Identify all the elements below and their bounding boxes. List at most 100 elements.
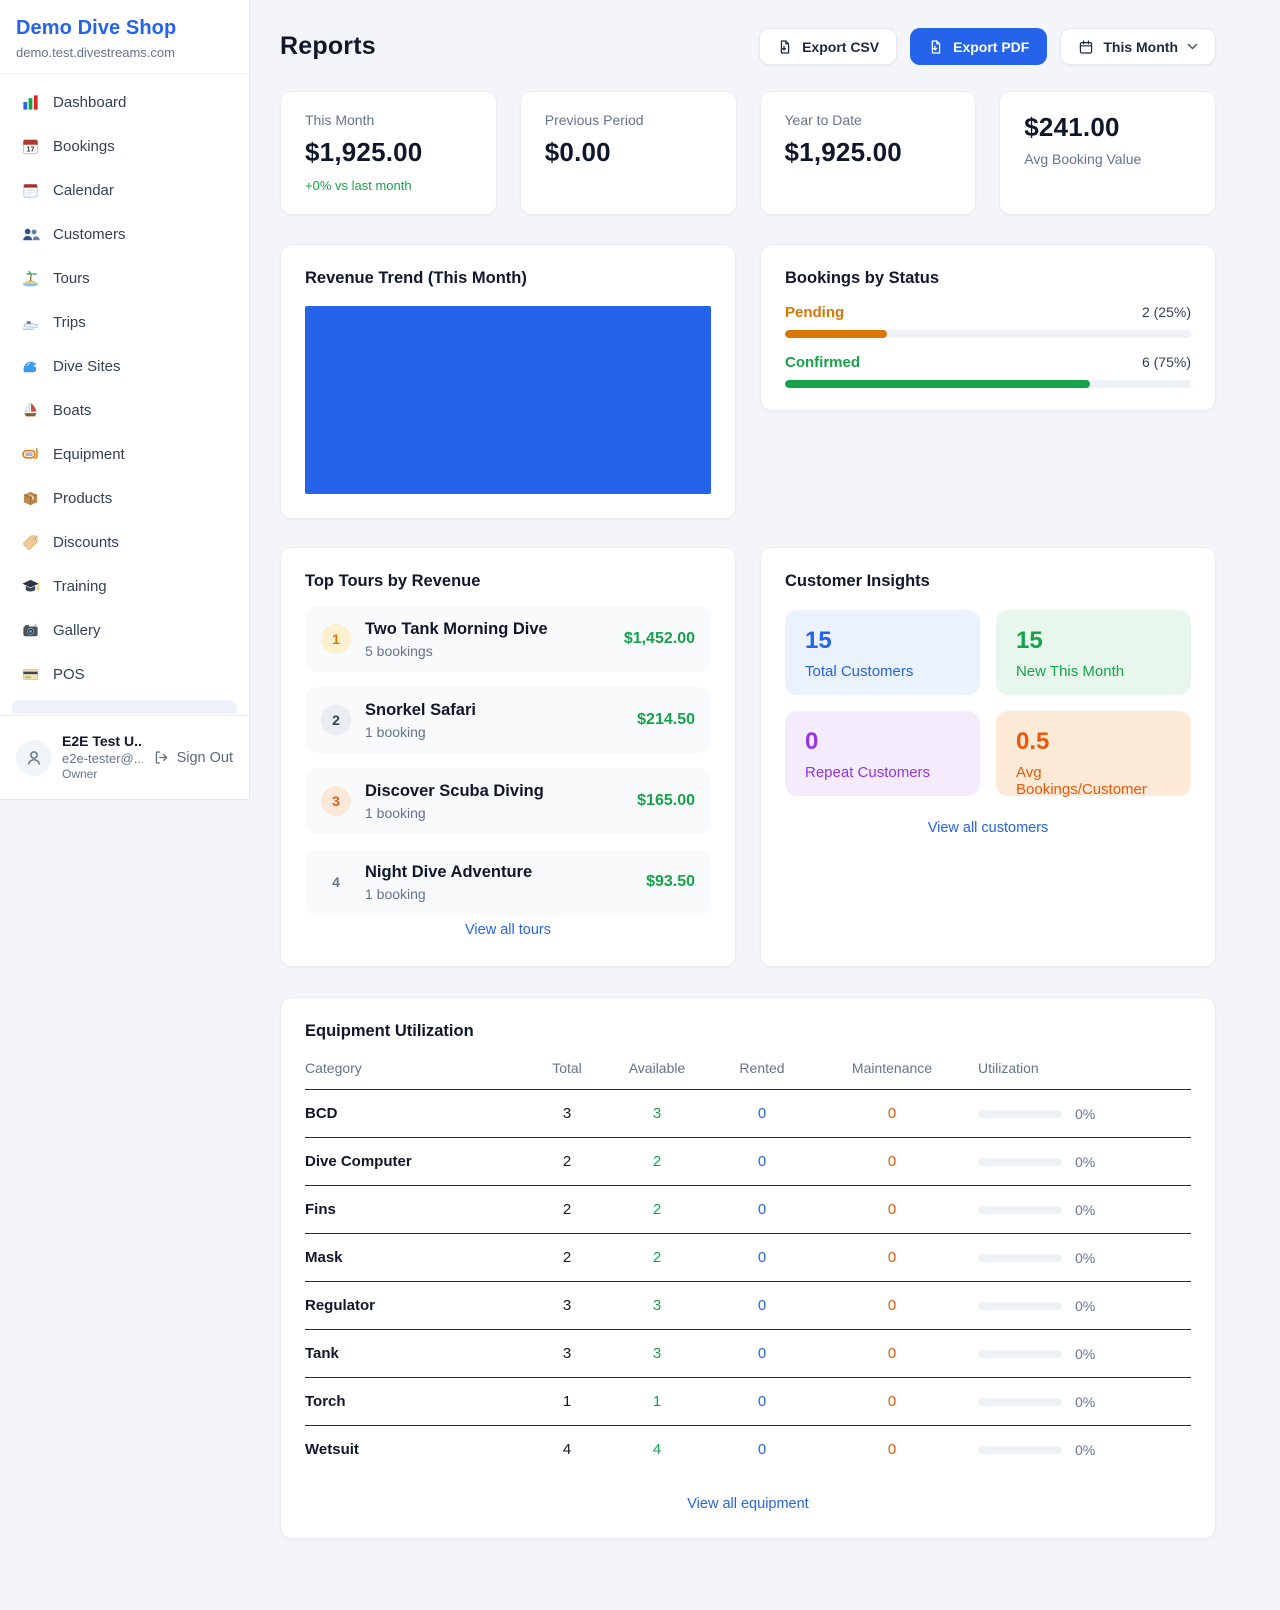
utilization-bar <box>978 1301 1062 1310</box>
table-row: Tank 3 3 0 0 0% <box>305 1329 1191 1378</box>
utilization-pct: 0% <box>1075 1297 1096 1314</box>
period-dropdown[interactable]: This Month <box>1060 28 1216 65</box>
insight-label: Total Customers <box>805 663 914 680</box>
equipment-category: Tank <box>305 1329 515 1378</box>
view-all-equipment-link[interactable]: View all equipment <box>687 1496 809 1512</box>
utilization-pct: 0% <box>1075 1249 1096 1266</box>
customer-insights-card: Customer Insights 15 Total Customers 15 … <box>760 547 1216 967</box>
equipment-rented: 0 <box>695 1329 829 1378</box>
utilization-pct: 0% <box>1075 1441 1096 1458</box>
stat-card-avg-booking-value: $241.00 Avg Booking Value <box>999 91 1216 215</box>
stat-card-this-month: This Month $1,925.00 +0% vs last month <box>280 91 497 215</box>
stat-value: $241.00 <box>1024 112 1120 142</box>
equipment-category: Wetsuit <box>305 1441 359 1458</box>
export-csv-button[interactable]: Export CSV <box>759 28 898 65</box>
svg-text:17: 17 <box>26 145 34 153</box>
sidebar-item-pos[interactable]: POS <box>12 656 237 692</box>
insight-label: New This Month <box>1016 663 1125 680</box>
stat-card-year-to-date: Year to Date $1,925.00 <box>759 91 977 215</box>
revenue-trend-chart <box>305 306 711 494</box>
equipment-total: 2 <box>515 1137 619 1186</box>
col-category: Category <box>305 1060 515 1090</box>
sidebar-item-gallery[interactable]: Gallery <box>12 612 237 648</box>
utilization-bar <box>978 1157 1062 1166</box>
insight-tile-new-this-month: 15 New This Month <box>996 610 1191 695</box>
view-all-tours-link[interactable]: View all tours <box>465 922 551 938</box>
tour-name: Two Tank Morning Dive <box>365 620 548 638</box>
user-name: E2E Test U... <box>62 733 143 749</box>
tour-amount: $214.50 <box>637 711 695 728</box>
stat-card-previous-period: Previous Period $0.00 <box>519 91 737 215</box>
equipment-rented: 0 <box>757 1441 767 1458</box>
sidebar-item-calendar[interactable]: Calendar <box>12 172 237 208</box>
equipment-rented: 0 <box>695 1137 829 1186</box>
equipment-maintenance: 0 <box>829 1377 955 1426</box>
tour-amount: $165.00 <box>637 792 695 809</box>
stat-value: $0.00 <box>544 137 611 167</box>
insight-label: Avg Bookings/Customer <box>1016 764 1147 798</box>
equipment-maintenance: 0 <box>887 1441 897 1458</box>
file-download-icon <box>928 39 944 55</box>
equipment-category: Dive Computer <box>305 1137 515 1186</box>
equipment-rented: 0 <box>695 1089 829 1138</box>
col-utilization: Utilization <box>955 1060 1191 1090</box>
equipment-available: 2 <box>619 1185 695 1234</box>
utilization-bar <box>978 1253 1062 1262</box>
tour-name: Discover Scuba Diving <box>365 782 544 800</box>
status-row-pending: Pending 2 (25%) <box>785 304 1191 338</box>
equipment-maintenance: 0 <box>829 1089 955 1138</box>
shop-name: Demo Dive Shop <box>16 17 177 39</box>
calendar-date-icon: 17 <box>20 136 40 156</box>
sidebar-item-dive-sites[interactable]: Dive Sites <box>12 348 237 384</box>
utilization-bar <box>978 1205 1062 1214</box>
col-maintenance: Maintenance <box>829 1060 955 1090</box>
progress-track <box>785 380 1191 388</box>
table-row: Wetsuit 4 4 0 0 0% <box>305 1426 1191 1474</box>
sidebar-item-bookings[interactable]: 17 Bookings <box>12 128 237 164</box>
sidebar-item-discounts[interactable]: Discounts <box>12 524 237 560</box>
people-icon <box>20 224 40 244</box>
col-rented: Rented <box>695 1060 829 1090</box>
utilization-pct: 0% <box>1075 1393 1096 1410</box>
utilization-pct: 0% <box>1075 1105 1096 1122</box>
sign-out-button[interactable]: Sign Out <box>153 749 233 766</box>
equipment-rented: 0 <box>695 1185 829 1234</box>
sidebar-item-tours[interactable]: Tours <box>12 260 237 296</box>
table-row: Fins 2 2 0 0 0% <box>305 1185 1191 1234</box>
sidebar-item-products[interactable]: Products <box>12 480 237 516</box>
tour-row: 4 Night Dive Adventure 1 booking $93.50 <box>305 849 711 915</box>
sidebar-item-equipment[interactable]: Equipment <box>12 436 237 472</box>
stat-label: This Month <box>305 112 375 128</box>
sidebar-item-dashboard[interactable]: Dashboard <box>12 84 237 120</box>
insight-tile-total-customers: 15 Total Customers <box>785 610 980 695</box>
table-row: Torch 1 1 0 0 0% <box>305 1377 1191 1426</box>
sidebar-item-customers[interactable]: Customers <box>12 216 237 252</box>
sidebar-item-partial[interactable] <box>12 700 237 714</box>
rank-badge: 2 <box>321 705 351 735</box>
progress-fill-pending <box>785 330 887 338</box>
tour-bookings: 1 booking <box>365 805 426 821</box>
table-header-row: Category Total Available Rented Maintena… <box>305 1060 1191 1090</box>
sidebar-nav: Dashboard 17 Bookings Calendar Customers… <box>0 74 249 714</box>
equipment-available: 1 <box>619 1377 695 1426</box>
insight-value: 0 <box>805 728 819 755</box>
sidebar-item-trips[interactable]: Trips <box>12 304 237 340</box>
bookings-status-card: Bookings by Status Pending 2 (25%) Confi… <box>760 244 1216 411</box>
camera-icon <box>20 620 40 640</box>
insight-value: 0.5 <box>1016 728 1050 755</box>
avatar <box>16 739 52 776</box>
tour-row: 2 Snorkel Safari 1 booking $214.50 <box>305 687 711 753</box>
equipment-total: 3 <box>515 1281 619 1330</box>
equipment-category: Fins <box>305 1185 515 1234</box>
view-all-customers-link[interactable]: View all customers <box>927 820 1049 836</box>
credit-card-icon <box>20 664 40 684</box>
speedboat-icon <box>20 312 40 332</box>
equipment-available: 3 <box>619 1281 695 1330</box>
equipment-maintenance: 0 <box>829 1185 955 1234</box>
export-pdf-button[interactable]: Export PDF <box>910 28 1048 65</box>
stat-value: $1,925.00 <box>784 137 902 167</box>
insight-value: 15 <box>805 627 832 654</box>
status-value: 2 (25%) <box>1141 304 1191 320</box>
sidebar-item-boats[interactable]: Boats <box>12 392 237 428</box>
sidebar-item-training[interactable]: Training <box>12 568 237 604</box>
